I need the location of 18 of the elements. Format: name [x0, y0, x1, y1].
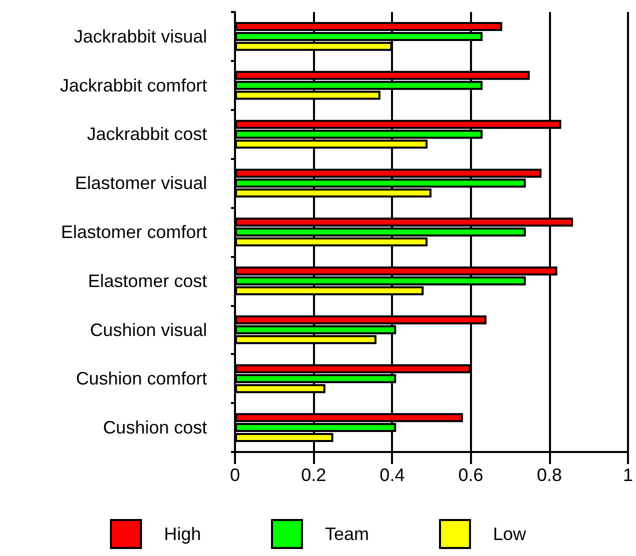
x-tick-label: 0.4 — [380, 465, 405, 485]
y-tick-label: Elastomer comfort — [60, 222, 207, 242]
legend-label: High — [164, 524, 202, 544]
legend-label: Low — [493, 524, 528, 544]
x-tick-label: 1 — [622, 465, 633, 485]
legend-label: Team — [324, 524, 370, 544]
x-tick-label: 0.6 — [458, 465, 484, 485]
y-tick-label: Elastomer cost — [88, 270, 207, 291]
y-tick-label: Jackrabbit comfort — [60, 75, 207, 96]
y-tick-label: Jackrabbit visual — [74, 26, 207, 46]
y-tick-label: Jackrabbit cost — [86, 124, 207, 144]
y-tick-label: Cushion cost — [102, 418, 207, 438]
y-tick-label: Elastomer visual — [74, 173, 207, 194]
x-tick-label: 0.2 — [301, 465, 326, 485]
y-tick-label: Cushion visual — [90, 320, 207, 340]
y-tick-label: Cushion comfort — [76, 368, 207, 389]
x-tick-label: 0 — [230, 465, 240, 485]
x-tick-label: 0.8 — [536, 465, 562, 485]
